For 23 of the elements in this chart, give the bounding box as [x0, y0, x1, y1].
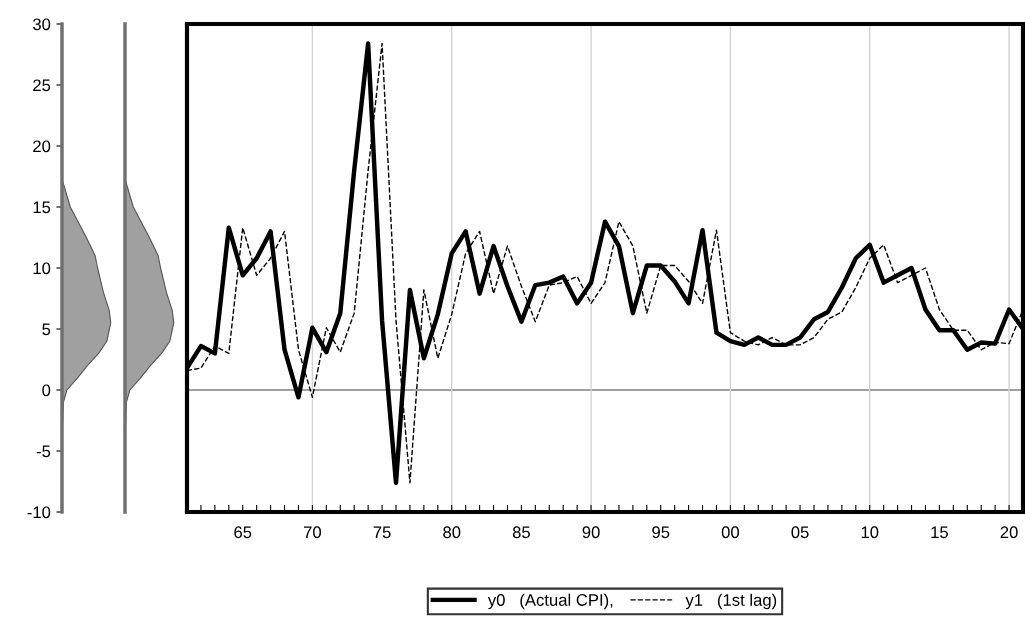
y-tick-label: 10 — [33, 262, 51, 275]
legend-label: y0 (Actual CPI), — [487, 593, 613, 610]
x-tick-label: 90 — [582, 526, 600, 539]
x-tick-label: 95 — [652, 526, 670, 539]
y-tick-label: -5 — [36, 445, 51, 458]
x-tick-label: 10 — [861, 526, 879, 539]
x-tick-label: 65 — [234, 526, 252, 539]
x-tick-label: 00 — [721, 526, 740, 539]
y-tick-label: 15 — [33, 201, 51, 214]
x-tick-label: 70 — [303, 526, 322, 539]
x-tick-label: 15 — [931, 526, 948, 539]
x-tick-label: 05 — [791, 526, 809, 539]
y-tick-label: 5 — [42, 323, 51, 336]
x-tick-label: 20 — [1000, 526, 1018, 539]
x-tick-label: 75 — [373, 526, 391, 539]
y-tick-label: 30 — [32, 18, 51, 31]
y-tick-label: 0 — [42, 384, 51, 397]
y-tick-label: -10 — [27, 506, 51, 519]
x-tick-label: 85 — [512, 526, 530, 539]
x-tick-label: 80 — [443, 526, 461, 539]
y-tick-label: 25 — [33, 79, 51, 92]
legend-label: y1 (1st lag) — [685, 593, 777, 610]
y-tick-label: 20 — [33, 140, 51, 153]
